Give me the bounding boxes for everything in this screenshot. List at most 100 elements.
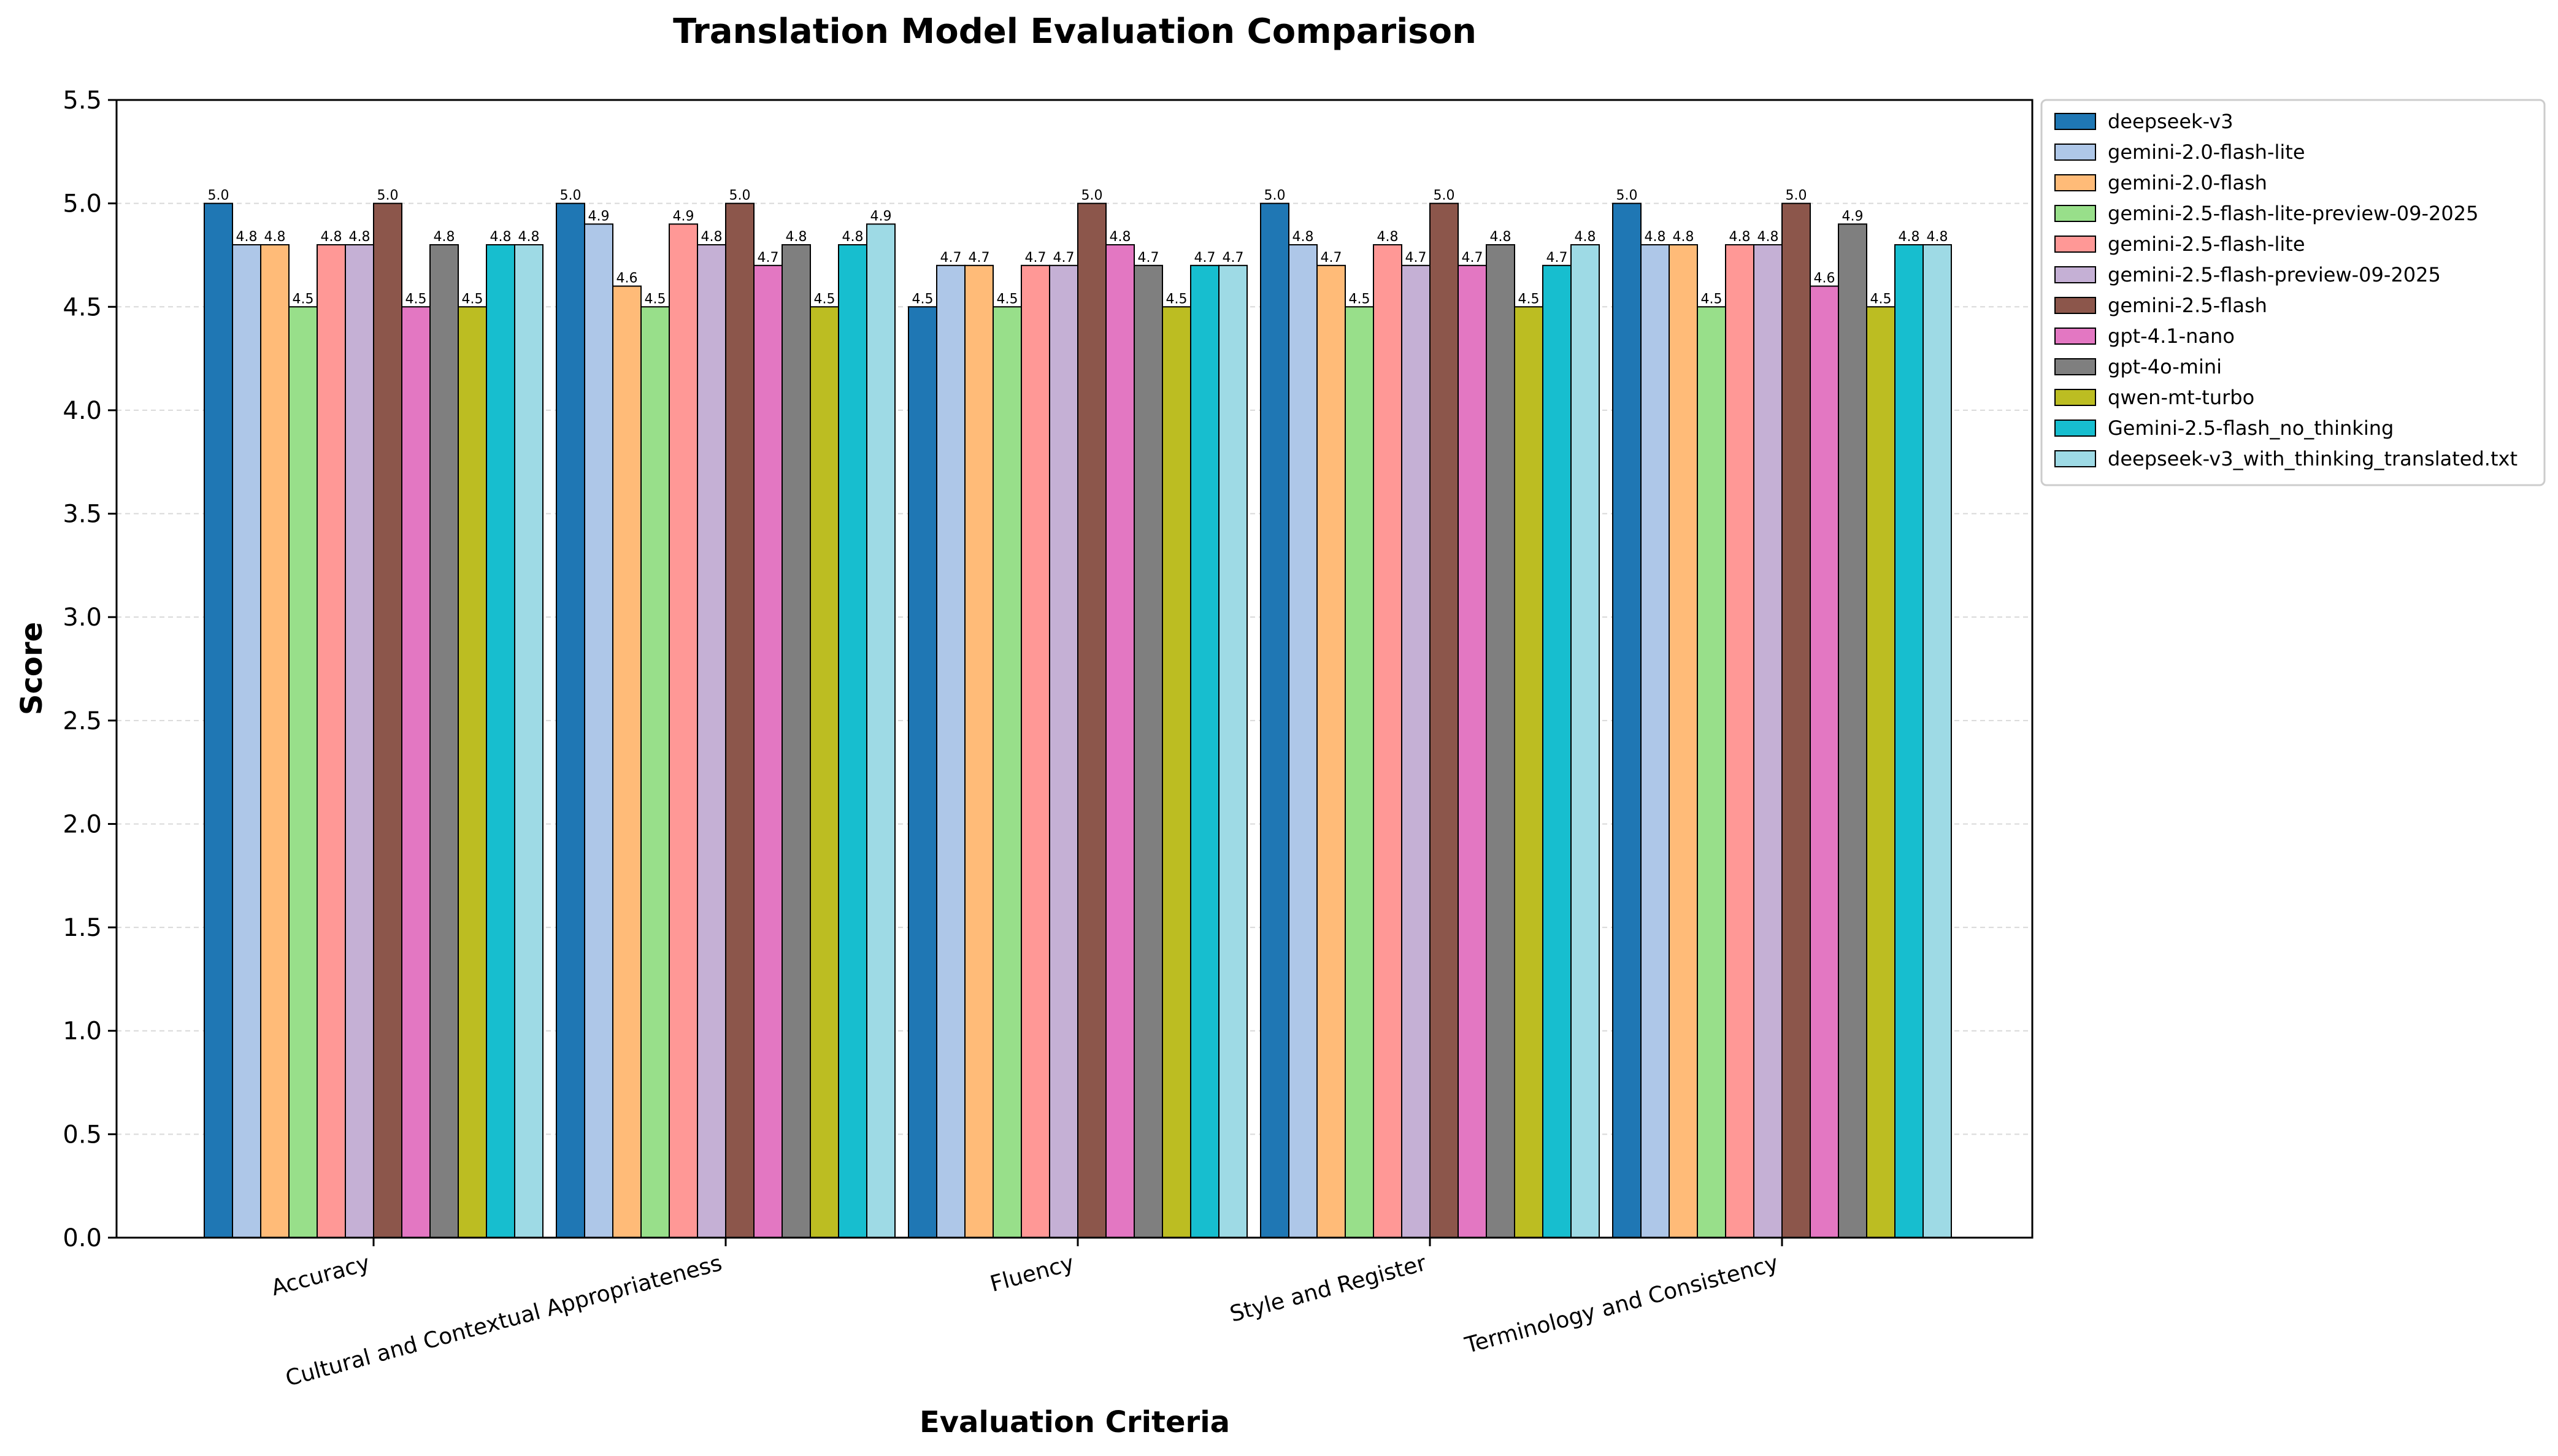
bar xyxy=(1725,244,1754,1238)
bar xyxy=(373,202,402,1238)
bar xyxy=(1401,264,1431,1238)
bar xyxy=(1810,285,1839,1239)
bar xyxy=(1640,244,1670,1238)
bar-value-label: 4.5 xyxy=(1349,291,1370,307)
bar xyxy=(514,244,543,1238)
bar-value-label: 5.0 xyxy=(1081,188,1103,204)
legend-label: deepseek-v3_with_thinking_translated.txt xyxy=(2108,447,2518,470)
bar-value-label: 4.5 xyxy=(814,291,835,307)
bar xyxy=(1162,306,1191,1239)
bar-value-label: 5.0 xyxy=(1786,188,1807,204)
bar xyxy=(260,244,290,1238)
bar-value-label: 4.8 xyxy=(236,229,258,245)
bar-value-label: 4.5 xyxy=(1870,291,1892,307)
bar-value-label: 5.0 xyxy=(560,188,582,204)
bar-value-label: 4.5 xyxy=(1166,291,1188,307)
bar xyxy=(1049,264,1078,1238)
bar-value-label: 4.7 xyxy=(1194,250,1216,266)
bar xyxy=(612,285,642,1239)
bar xyxy=(232,244,261,1238)
bar-value-label: 4.8 xyxy=(1757,229,1779,245)
legend-swatch xyxy=(2054,236,2096,253)
legend: deepseek-v3 gemini-2.0-flash-lite gemini-2… xyxy=(2040,99,2546,486)
y-tick-label: 5.5 xyxy=(63,86,102,115)
y-tick-label: 4.0 xyxy=(63,397,102,425)
bar xyxy=(1021,264,1050,1238)
bar-value-label: 4.8 xyxy=(1645,229,1666,245)
legend-label: gemini-2.5-flash xyxy=(2108,294,2267,317)
bar xyxy=(458,306,487,1239)
bar-value-label: 5.0 xyxy=(377,188,399,204)
legend-box xyxy=(2040,99,2546,486)
bar xyxy=(584,223,613,1238)
bar xyxy=(1458,264,1487,1238)
bar-value-label: 4.9 xyxy=(673,209,694,224)
bar-value-label: 4.7 xyxy=(1053,250,1075,266)
bar xyxy=(288,306,318,1239)
bar xyxy=(1190,264,1219,1238)
legend-swatch xyxy=(2054,389,2096,406)
bar-value-label: 4.7 xyxy=(1546,250,1568,266)
bar xyxy=(669,223,698,1238)
bar xyxy=(1781,202,1811,1238)
bar-value-label: 4.8 xyxy=(701,229,723,245)
bar xyxy=(1922,244,1952,1238)
bar-value-label: 4.5 xyxy=(1701,291,1723,307)
bar xyxy=(936,264,966,1238)
bar-value-label: 4.5 xyxy=(405,291,427,307)
bars-group xyxy=(204,202,1952,1239)
legend-swatch xyxy=(2054,450,2096,467)
legend-label: gemini-2.5-flash-lite-preview-09-2025 xyxy=(2108,202,2478,225)
bar-value-label: 4.7 xyxy=(1223,250,1244,266)
bar xyxy=(1077,202,1107,1238)
bar xyxy=(1288,244,1318,1238)
bar-value-label: 4.8 xyxy=(349,229,371,245)
bar-value-label: 4.8 xyxy=(321,229,342,245)
bar xyxy=(697,244,726,1238)
bar xyxy=(964,264,994,1238)
y-axis: 0.0 0.5 1.0 1.5 2.0 2.5 3.0 3.5 4.0 4.5 5.0 5.5 xyxy=(63,86,117,1252)
bar-value-label: 4.7 xyxy=(940,250,962,266)
bar-value-label: 4.8 xyxy=(1729,229,1751,245)
legend-swatch xyxy=(2054,328,2096,345)
bar-value-label: 5.0 xyxy=(729,188,751,204)
legend-label: gemini-2.0-flash-lite xyxy=(2108,140,2305,164)
bar xyxy=(345,244,374,1238)
legend-swatch xyxy=(2054,174,2096,191)
bar xyxy=(1260,202,1289,1238)
bar-value-label: 5.0 xyxy=(1264,188,1286,204)
bar-value-label: 4.5 xyxy=(293,291,314,307)
bar-value-label: 4.5 xyxy=(462,291,483,307)
bar-value-label: 4.6 xyxy=(1814,271,1835,286)
bar xyxy=(1105,244,1135,1238)
bar-value-label: 4.8 xyxy=(1292,229,1314,245)
legend-label: gemini-2.0-flash xyxy=(2108,171,2267,194)
bar xyxy=(782,244,811,1238)
bar xyxy=(1542,264,1572,1238)
bar xyxy=(486,244,515,1238)
bar xyxy=(810,306,839,1239)
y-tick-label: 2.5 xyxy=(63,707,102,735)
bar-value-label: 4.5 xyxy=(997,291,1018,307)
bar-value-label: 5.0 xyxy=(1434,188,1455,204)
bar xyxy=(1218,264,1248,1238)
bar xyxy=(1134,264,1163,1238)
bar-value-label: 4.8 xyxy=(1575,229,1596,245)
bar xyxy=(1669,244,1698,1238)
legend-label: gemini-2.5-flash-preview-09-2025 xyxy=(2108,263,2441,286)
bar-value-label: 5.0 xyxy=(208,188,229,204)
legend-swatch xyxy=(2054,358,2096,375)
x-axis-label: Evaluation Criteria xyxy=(920,1405,1230,1439)
bar-value-label: 4.8 xyxy=(264,229,286,245)
bar xyxy=(1753,244,1783,1238)
bar xyxy=(1838,223,1867,1238)
bar-value-label: 4.5 xyxy=(1518,291,1540,307)
y-tick-label: 0.5 xyxy=(63,1121,102,1149)
bar xyxy=(1514,306,1543,1239)
legend-swatch xyxy=(2054,205,2096,222)
legend-swatch xyxy=(2054,113,2096,130)
bar-value-label: 4.7 xyxy=(969,250,990,266)
bar-value-label: 4.6 xyxy=(616,271,638,286)
legend-label: Gemini-2.5-flash_no_thinking xyxy=(2108,416,2394,440)
